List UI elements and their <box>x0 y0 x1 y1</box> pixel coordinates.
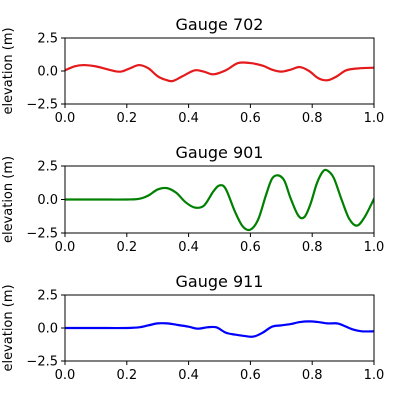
x-tick-label: 1.0 <box>364 240 385 255</box>
x-tick-label: 1.0 <box>364 368 385 383</box>
x-tick-label: 0.6 <box>240 368 261 383</box>
chart-title: Gauge 911 <box>176 272 264 291</box>
x-tick-label: 0.8 <box>302 111 323 126</box>
x-tick-label: 0.8 <box>302 240 323 255</box>
x-tick-label: 0.2 <box>116 111 137 126</box>
series-line <box>65 320 374 338</box>
y-axis-label: elevation (m) <box>1 284 16 371</box>
x-tick-label: 0.4 <box>178 111 199 126</box>
y-tick-label: 0.0 <box>37 322 58 337</box>
series-line <box>65 61 374 83</box>
y-axis-label: elevation (m) <box>1 27 16 114</box>
series-line <box>65 168 374 232</box>
x-tick-label: 0.4 <box>178 368 199 383</box>
chart-title: Gauge 901 <box>176 143 264 162</box>
y-tick-label: 0.0 <box>37 193 58 208</box>
x-tick-label: 0.0 <box>55 240 76 255</box>
y-axis-label: elevation (m) <box>1 156 16 243</box>
y-tick-label: −2.5 <box>26 355 58 370</box>
x-tick-label: 0.2 <box>116 368 137 383</box>
chart-title: Gauge 702 <box>176 15 264 34</box>
x-tick-label: 1.0 <box>364 111 385 126</box>
x-tick-label: 0.4 <box>178 240 199 255</box>
x-tick-label: 0.2 <box>116 240 137 255</box>
x-tick-label: 0.6 <box>240 240 261 255</box>
x-tick-label: 0.6 <box>240 111 261 126</box>
y-tick-label: 2.5 <box>37 160 58 175</box>
y-tick-label: −2.5 <box>26 98 58 113</box>
y-tick-label: −2.5 <box>26 227 58 242</box>
y-tick-label: 2.5 <box>37 32 58 47</box>
x-tick-label: 0.8 <box>302 368 323 383</box>
x-tick-label: 0.0 <box>55 111 76 126</box>
y-tick-label: 0.0 <box>37 65 58 80</box>
y-tick-label: 2.5 <box>37 289 58 304</box>
x-tick-label: 0.0 <box>55 368 76 383</box>
